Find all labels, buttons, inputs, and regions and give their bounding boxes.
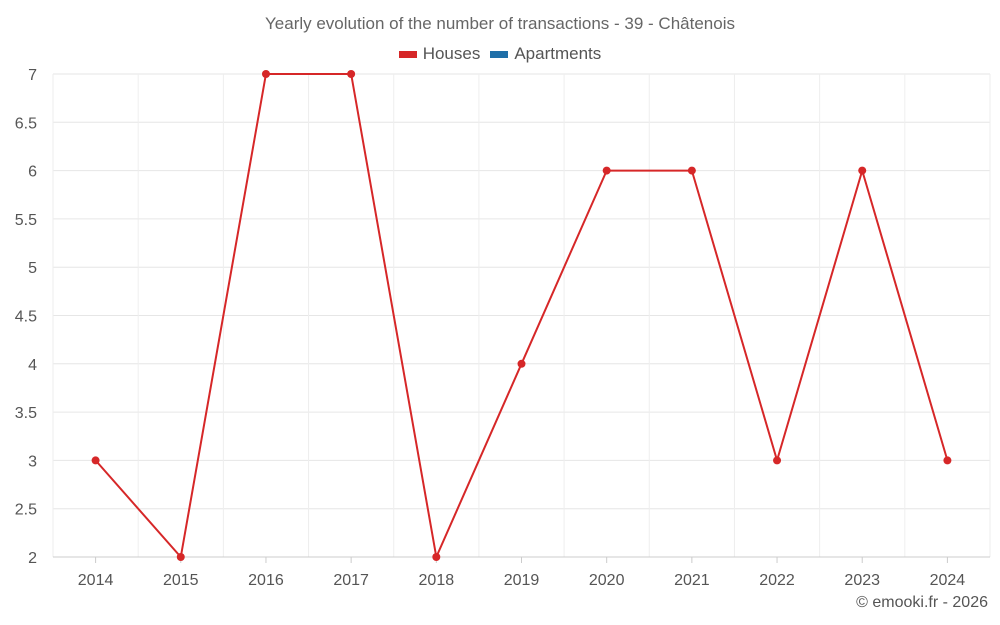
data-point-houses-2021: [687, 166, 696, 175]
legend-item-apartments[interactable]: Apartments: [490, 44, 601, 64]
y-tick-label: 3: [28, 453, 37, 470]
x-tick-label: 2016: [248, 572, 284, 589]
x-tick-label: 2014: [78, 572, 114, 589]
data-point-houses-2016: [261, 70, 270, 78]
legend-label-houses: Houses: [422, 44, 481, 63]
y-tick-label: 5.5: [15, 212, 37, 229]
x-tick-label: 2017: [333, 572, 369, 589]
data-point-houses-2014: [91, 456, 100, 465]
y-tick-label: 2.5: [15, 502, 37, 519]
data-point-houses-2020: [602, 166, 611, 175]
x-tick-label: 2019: [504, 572, 540, 589]
x-tick-label: 2021: [674, 572, 710, 589]
y-tick-label: 4.5: [15, 309, 37, 326]
y-tick-label: 6: [28, 164, 37, 181]
legend-label-apartments: Apartments: [514, 44, 602, 63]
y-tick-label: 7: [28, 67, 37, 84]
legend-item-houses[interactable]: Houses: [398, 44, 481, 64]
x-tick-label: 2018: [419, 572, 455, 589]
legend-swatch-houses: [398, 50, 417, 58]
data-point-houses-2019: [517, 359, 526, 368]
y-tick-label: 5: [28, 260, 37, 277]
data-point-houses-2022: [773, 456, 782, 465]
y-tick-label: 4: [28, 357, 37, 374]
x-tick-label: 2015: [163, 572, 199, 589]
y-tick-label: 6.5: [15, 115, 37, 132]
legend-swatch-apartments: [490, 50, 509, 58]
y-tick-label: 2: [28, 550, 37, 567]
y-tick-label: 3.5: [15, 405, 37, 422]
data-point-houses-2018: [432, 553, 441, 561]
chart-title: Yearly evolution of the number of transa…: [265, 14, 735, 33]
x-tick-label: 2020: [589, 572, 625, 589]
data-point-houses-2023: [858, 166, 867, 175]
legend: Houses Apartments: [0, 44, 1000, 64]
x-tick-label: 2022: [759, 572, 795, 589]
data-point-houses-2017: [347, 70, 356, 78]
x-tick-label: 2024: [930, 572, 966, 589]
x-tick-label: 2023: [844, 572, 880, 589]
data-point-houses-2015: [176, 553, 185, 561]
data-point-houses-2024: [943, 456, 952, 465]
credit-text: © emooki.fr - 2026: [856, 594, 988, 611]
